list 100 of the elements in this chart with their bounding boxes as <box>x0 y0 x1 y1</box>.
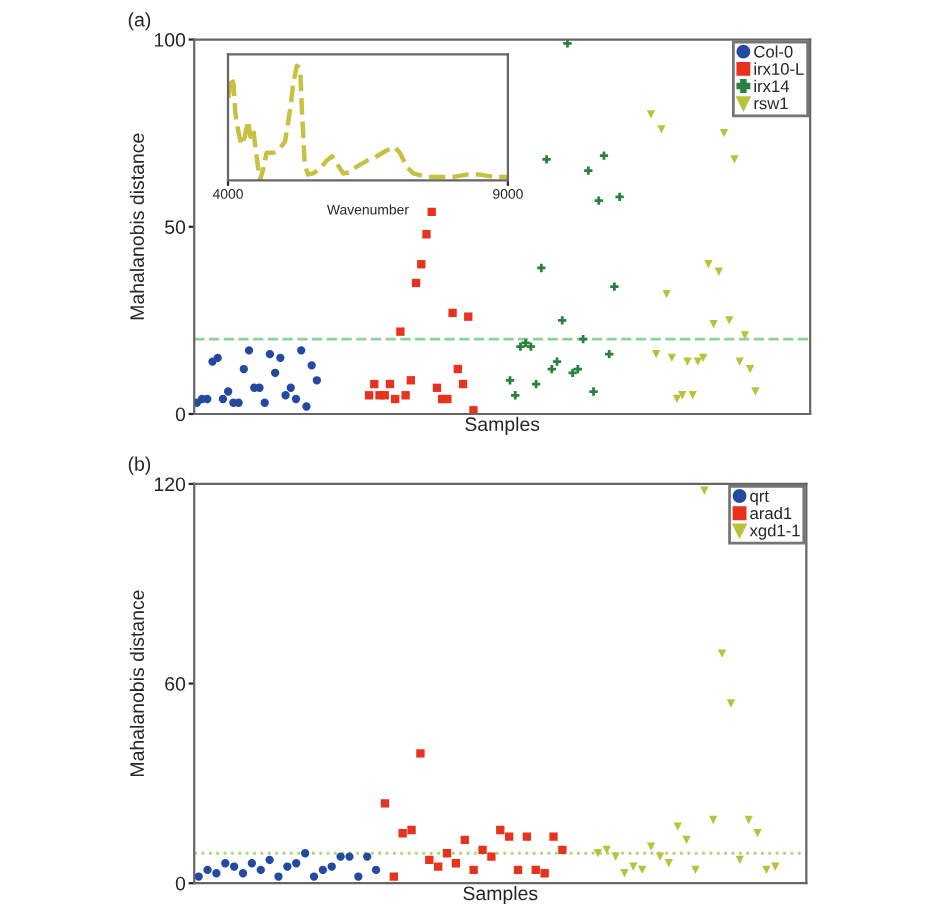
point <box>521 338 530 348</box>
point <box>309 872 319 881</box>
point <box>667 353 676 362</box>
point <box>385 379 395 389</box>
point <box>771 862 780 871</box>
point <box>638 865 647 875</box>
point <box>260 398 269 407</box>
point <box>247 859 257 868</box>
point <box>646 842 656 851</box>
point <box>312 376 322 385</box>
point <box>599 151 609 160</box>
point <box>234 398 243 407</box>
point <box>203 394 212 404</box>
point <box>218 394 228 404</box>
point <box>682 835 691 845</box>
point <box>717 649 727 658</box>
point <box>464 312 473 321</box>
point <box>274 872 283 881</box>
point <box>345 852 354 861</box>
legend-label: Col-0 <box>754 45 793 58</box>
point <box>469 865 478 875</box>
point <box>389 872 398 881</box>
point <box>270 368 280 377</box>
point <box>673 822 682 831</box>
point <box>460 835 469 845</box>
point <box>693 357 703 366</box>
point <box>427 207 436 216</box>
point <box>584 166 593 175</box>
point <box>276 353 285 362</box>
point <box>531 865 540 875</box>
point <box>655 852 665 861</box>
point <box>336 852 345 861</box>
point <box>453 364 462 374</box>
point <box>292 859 301 868</box>
point <box>221 859 230 868</box>
point <box>380 391 389 400</box>
point <box>371 865 381 875</box>
point <box>664 859 673 868</box>
legend-label: arad1 <box>750 506 792 520</box>
y-tick-label: 0 <box>175 407 186 422</box>
point <box>611 852 620 861</box>
point <box>434 862 443 871</box>
point <box>286 383 295 392</box>
point <box>629 862 638 871</box>
point <box>396 327 405 336</box>
point <box>380 799 390 808</box>
point <box>213 353 222 362</box>
point <box>593 849 603 858</box>
point <box>594 196 603 205</box>
point <box>391 394 400 404</box>
point <box>238 869 248 878</box>
point <box>504 832 514 841</box>
point <box>425 855 434 865</box>
y-tick-label: 120 <box>154 477 186 492</box>
x-axis-title: Samples <box>463 885 538 905</box>
point <box>354 872 363 881</box>
point <box>407 825 416 835</box>
legend-label: rsw1 <box>754 97 788 110</box>
point <box>411 278 421 288</box>
point <box>496 825 505 835</box>
point <box>327 862 336 871</box>
point <box>203 865 212 875</box>
point <box>698 353 708 362</box>
point <box>364 391 374 400</box>
point <box>401 391 410 400</box>
point <box>244 346 254 355</box>
point <box>363 852 372 861</box>
point <box>610 282 619 291</box>
y-tick-label: 50 <box>165 220 186 235</box>
point <box>540 869 549 878</box>
legend-label: qrt <box>750 491 769 506</box>
point <box>370 379 379 389</box>
point <box>646 110 656 119</box>
chart-title: (b) <box>128 456 151 475</box>
point <box>563 39 572 48</box>
legend-label: xgd1-1 <box>749 524 800 540</box>
point <box>469 406 478 414</box>
point <box>443 394 452 404</box>
point <box>620 869 629 878</box>
point <box>448 308 457 318</box>
point <box>568 368 577 377</box>
point <box>239 364 248 374</box>
point <box>615 192 624 201</box>
point <box>417 260 426 269</box>
point <box>442 849 452 858</box>
point <box>652 349 661 359</box>
point <box>683 357 692 366</box>
point <box>662 290 671 299</box>
point <box>283 862 292 871</box>
point <box>291 394 301 404</box>
point <box>688 391 697 400</box>
point <box>719 129 729 138</box>
point <box>256 865 265 875</box>
point <box>558 845 567 855</box>
point <box>422 230 431 239</box>
point <box>513 865 523 875</box>
point <box>307 361 316 370</box>
point <box>751 387 760 396</box>
y-tick-label: 100 <box>154 33 186 47</box>
point <box>726 699 736 708</box>
